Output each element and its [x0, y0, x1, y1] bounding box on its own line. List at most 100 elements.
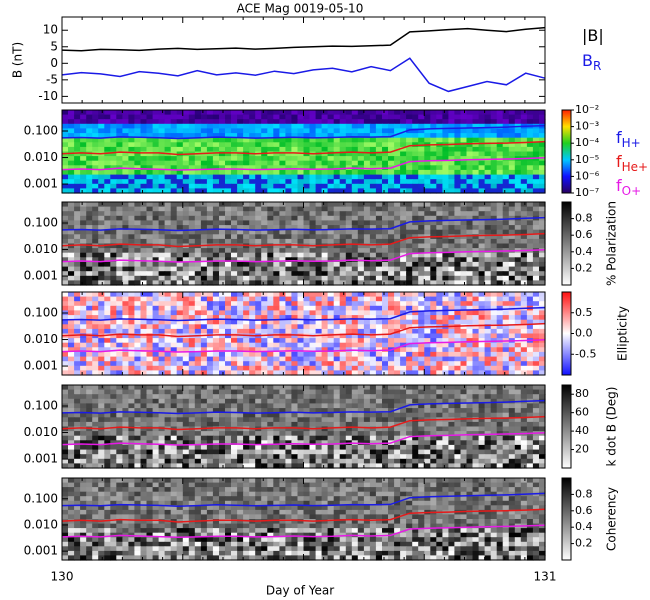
- texture-cell: [146, 398, 154, 404]
- texture-cell: [237, 338, 244, 344]
- texture-cell: [490, 394, 498, 400]
- texture-cell: [466, 324, 474, 330]
- texture-cell: [315, 275, 323, 281]
- texture-cell: [502, 202, 510, 208]
- texture-cell: [261, 206, 268, 212]
- texture-cell: [170, 160, 178, 166]
- texture-cell: [382, 243, 389, 249]
- texture-cell: [98, 220, 105, 226]
- texture-cell: [285, 356, 292, 362]
- texture-cell: [140, 370, 148, 376]
- texture-cell: [237, 188, 244, 194]
- texture-cell: [152, 238, 160, 245]
- texture-cell: [140, 315, 148, 321]
- legend-entry: fHe+: [616, 152, 648, 174]
- texture-cell: [460, 206, 468, 212]
- series-line: [61, 322, 546, 338]
- texture-cell: [532, 142, 540, 148]
- texture-cell: [92, 385, 99, 391]
- texture-cell: [80, 385, 87, 391]
- texture-cell: [430, 315, 437, 321]
- texture-cell: [279, 220, 286, 226]
- texture-cell: [237, 292, 244, 298]
- texture-cell: [496, 271, 504, 277]
- texture-cell: [351, 338, 359, 344]
- texture-cell: [110, 243, 117, 249]
- texture-cell: [231, 225, 238, 231]
- texture-cell: [363, 385, 371, 391]
- texture-cell: [104, 206, 111, 212]
- texture-cell: [357, 220, 365, 226]
- texture-cell: [243, 151, 250, 157]
- texture-cell: [279, 206, 286, 212]
- texture-cell: [539, 324, 546, 330]
- texture-cell: [424, 156, 431, 162]
- texture-cell: [176, 252, 184, 258]
- texture-cell: [394, 137, 401, 143]
- texture-cell: [466, 215, 474, 221]
- texture-cell: [309, 389, 317, 395]
- texture-cell: [502, 310, 510, 316]
- texture-cell: [164, 225, 172, 231]
- texture-cell: [297, 110, 305, 116]
- texture-cell: [448, 310, 455, 316]
- texture-cell: [249, 261, 256, 268]
- texture-cell: [490, 114, 498, 120]
- legend-entry: fH+: [616, 128, 641, 150]
- texture-cell: [219, 220, 226, 226]
- texture-cell: [532, 296, 540, 302]
- texture-cell: [80, 252, 87, 258]
- texture-cell: [170, 252, 178, 258]
- texture-cell: [212, 110, 220, 116]
- texture-cell: [333, 234, 341, 240]
- texture-cell: [496, 301, 504, 307]
- texture-cell: [212, 342, 220, 348]
- texture-cell: [225, 169, 232, 176]
- texture-cell: [231, 133, 238, 139]
- texture-cell: [212, 248, 220, 254]
- texture-cell: [539, 234, 546, 240]
- texture-cell: [448, 275, 455, 281]
- texture-cell: [116, 225, 123, 231]
- texture-cell: [74, 179, 81, 185]
- texture-cell: [62, 169, 69, 176]
- texture-cell: [182, 305, 190, 311]
- texture-cell: [110, 123, 117, 129]
- texture-cell: [303, 137, 311, 143]
- texture-cell: [466, 128, 474, 134]
- texture-cell: [466, 356, 474, 362]
- texture-cell: [249, 257, 256, 263]
- texture-cell: [225, 257, 232, 263]
- texture-cell: [472, 225, 480, 231]
- texture-cell: [116, 243, 123, 249]
- texture-cell: [170, 305, 178, 311]
- texture-cell: [291, 183, 298, 189]
- texture-cell: [68, 333, 75, 339]
- texture-cell: [502, 257, 510, 263]
- texture-cell: [382, 229, 389, 235]
- texture-cell: [436, 361, 443, 367]
- texture-cell: [400, 361, 407, 367]
- texture-cell: [182, 361, 190, 367]
- texture-cell: [424, 211, 431, 217]
- texture-cell: [86, 211, 93, 217]
- texture-cell: [309, 183, 317, 189]
- texture-cell: [74, 211, 81, 217]
- texture-cell: [128, 174, 135, 180]
- texture-cell: [104, 169, 111, 176]
- texture-cell: [255, 146, 262, 153]
- texture-cell: [502, 133, 510, 139]
- texture-cell: [514, 229, 522, 235]
- texture-cell: [182, 315, 190, 321]
- texture-cell: [424, 206, 431, 212]
- texture-cell: [98, 183, 105, 189]
- texture-cell: [539, 310, 546, 316]
- texture-cell: [134, 119, 141, 125]
- texture-cell: [146, 183, 154, 189]
- texture-cell: [158, 215, 166, 221]
- texture-cell: [363, 188, 371, 194]
- texture-cell: [424, 248, 431, 254]
- texture-cell: [363, 275, 371, 281]
- texture-cell: [321, 389, 329, 395]
- texture-cell: [68, 119, 75, 125]
